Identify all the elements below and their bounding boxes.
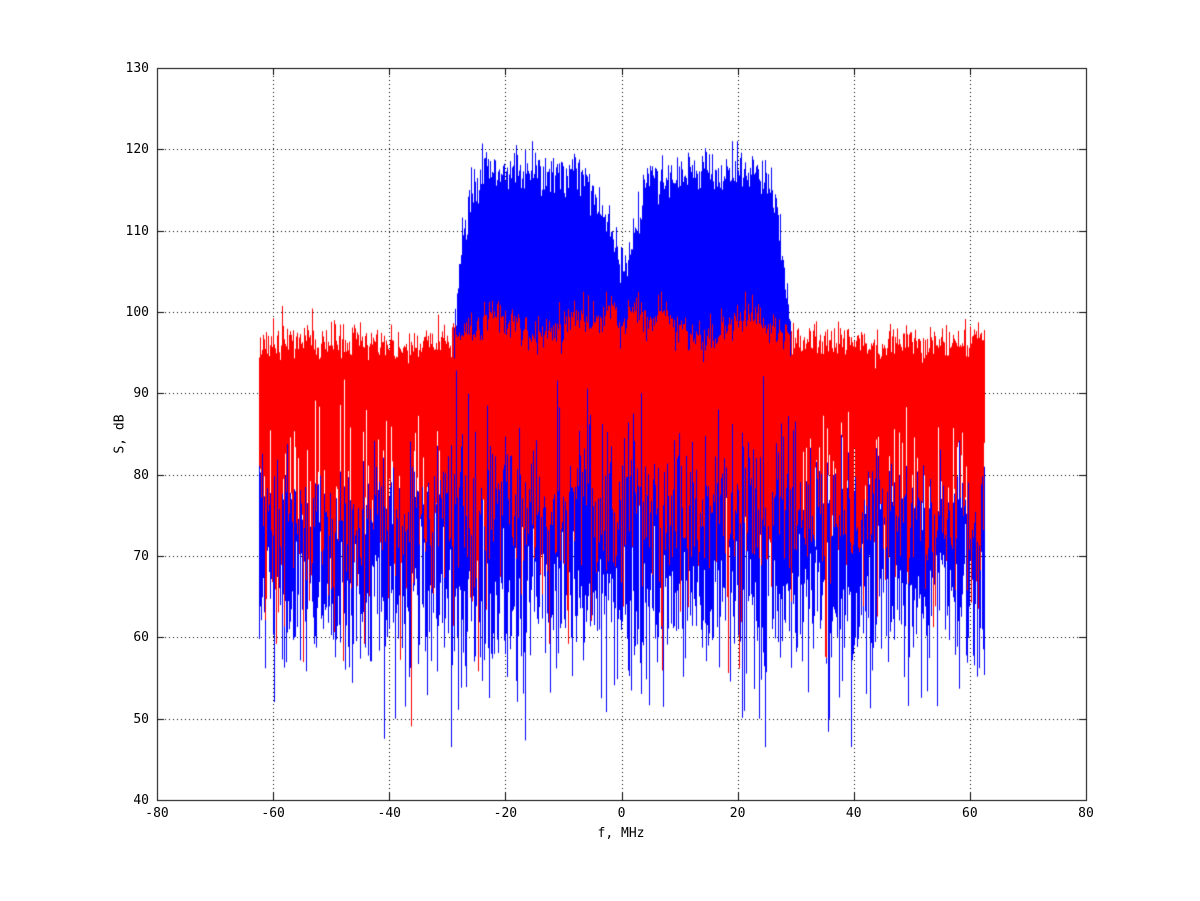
y-tick-label: 60 xyxy=(133,630,149,646)
x-tick-label: 80 xyxy=(1078,806,1094,821)
x-tick-label: 40 xyxy=(845,806,862,821)
x-tick-label: 20 xyxy=(729,806,746,821)
y-tick-label: 90 xyxy=(133,386,149,402)
y-tick-label: 80 xyxy=(133,467,149,483)
y-tick-label: 40 xyxy=(133,793,149,808)
y-tick-label: 70 xyxy=(133,549,149,564)
x-tick-label: -80 xyxy=(145,806,169,821)
x-tick-label: -40 xyxy=(377,806,401,821)
x-tick-label: 60 xyxy=(962,806,978,821)
x-tick-label: -20 xyxy=(493,806,518,821)
x-tick-label: 0 xyxy=(617,806,626,821)
y-tick-label: 100 xyxy=(125,305,149,320)
y-tick-label: 120 xyxy=(125,142,149,158)
y-tick-label: 50 xyxy=(133,711,149,727)
y-tick-label: 130 xyxy=(125,61,149,76)
y-tick-label: 110 xyxy=(125,223,149,239)
y-axis-title: S, dB xyxy=(112,414,128,454)
x-axis-title: f, MHz xyxy=(597,826,645,841)
x-tick-label: -60 xyxy=(261,806,285,821)
